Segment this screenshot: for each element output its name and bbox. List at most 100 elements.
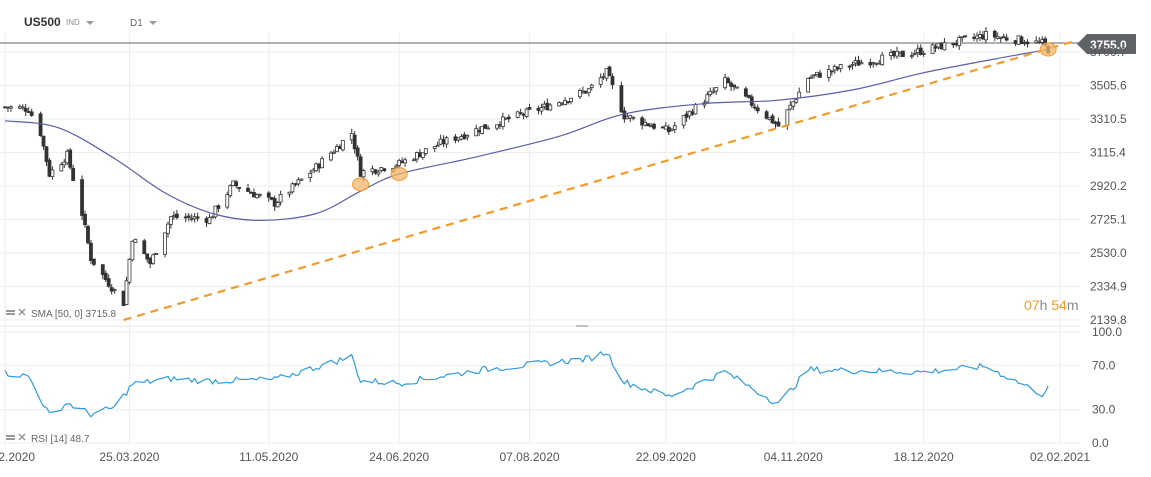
candle-body — [918, 47, 923, 55]
timeframe-label[interactable]: D1 — [130, 18, 143, 29]
candle-body — [335, 145, 339, 153]
candle-body — [832, 66, 837, 71]
date-tick-label: 02.02.2021 — [1030, 450, 1090, 464]
candle-body — [441, 139, 446, 145]
candle-body — [838, 64, 843, 70]
chart-header: US500 IND D1 — [24, 15, 157, 29]
candle-body — [500, 116, 505, 127]
candle-body — [358, 156, 363, 177]
candle-body — [17, 106, 22, 109]
candle-body — [166, 223, 170, 234]
candle-body — [154, 253, 159, 255]
rsi-close-icon[interactable] — [18, 433, 26, 441]
candle-body — [826, 69, 831, 78]
date-tick-label: 11.05.2020 — [239, 450, 298, 464]
sma-close-icon[interactable] — [18, 308, 26, 316]
candle-body — [1040, 39, 1045, 43]
candle-body — [183, 216, 188, 219]
candle-body — [815, 71, 819, 75]
price-tick-label: 2139.8 — [1090, 313, 1127, 327]
candle-body — [228, 185, 233, 197]
candle-body — [835, 66, 840, 70]
candle-body — [960, 36, 965, 39]
svg-text:RSI [14] 48.7: RSI [14] 48.7 — [31, 434, 90, 445]
candle-body — [1016, 35, 1021, 45]
candle-body — [663, 125, 668, 130]
candle-body — [189, 217, 194, 220]
candle-body — [954, 43, 959, 46]
candle-body — [726, 78, 730, 84]
countdown-minutes: 54 — [1051, 297, 1067, 313]
timeframe-chevron-down-icon[interactable] — [149, 21, 157, 25]
candle-body — [542, 103, 547, 108]
candle-body — [812, 74, 816, 77]
market-chevron-down-icon[interactable] — [86, 21, 94, 25]
candle-body — [912, 53, 917, 55]
candle-body — [272, 198, 277, 207]
candle-body — [1022, 42, 1027, 44]
candle-body — [622, 110, 627, 120]
candle-body — [1034, 40, 1039, 44]
candle-body — [207, 216, 212, 224]
candle-body — [23, 108, 28, 112]
highlight-circle — [352, 177, 370, 192]
rsi-menu-icon[interactable] — [6, 435, 15, 440]
candle-body — [172, 215, 176, 218]
sma-legend: SMA [50, 0] 3715.8 — [6, 308, 117, 320]
candle-body — [735, 86, 739, 89]
sma-line — [4, 48, 1049, 222]
rsi-params: [14] — [50, 434, 67, 445]
candle-body — [480, 125, 485, 135]
candle-body — [578, 90, 582, 98]
candle-body — [681, 115, 686, 126]
price-tag-value: 3755.0 — [1090, 38, 1127, 52]
candle-body — [1004, 37, 1009, 41]
candle-body — [640, 117, 645, 126]
candle-body — [453, 136, 458, 141]
candle-body — [874, 62, 879, 65]
candle-body — [127, 258, 132, 283]
candle-body — [660, 126, 665, 129]
candle-body — [68, 149, 73, 168]
rsi-gridlines — [0, 331, 1080, 444]
candle-body — [711, 90, 716, 93]
candle-body — [444, 137, 449, 145]
candle-body — [995, 36, 1000, 39]
sma-menu-icon[interactable] — [6, 310, 15, 315]
candle-body — [625, 116, 630, 120]
candle-body — [785, 109, 790, 126]
candle-body — [1025, 41, 1030, 45]
candle-body — [506, 116, 511, 120]
date-tick-label: 24.06.2020 — [369, 450, 429, 464]
candle-body — [930, 44, 935, 54]
candle-body — [527, 107, 532, 110]
candle-body — [672, 125, 677, 130]
candle-body — [684, 113, 689, 118]
candle-body — [340, 139, 345, 151]
candle-body — [610, 76, 615, 85]
candle-body — [978, 34, 982, 38]
candle-body — [266, 192, 271, 198]
candle-body — [631, 116, 636, 119]
candle-body — [210, 216, 215, 219]
candle-body — [981, 34, 985, 40]
candle-body — [103, 272, 108, 281]
candle-body — [871, 62, 876, 65]
sma-params: [50, 0] — [55, 309, 83, 320]
candle-body — [361, 170, 366, 178]
candle-body — [770, 115, 775, 124]
candle-body — [877, 62, 882, 65]
candle-body — [992, 30, 997, 38]
candle-body — [984, 31, 988, 41]
candle-body — [293, 183, 298, 186]
trendline[interactable] — [123, 40, 1073, 322]
candle-body — [186, 215, 191, 218]
symbol-label[interactable]: US500 — [24, 15, 61, 29]
candle-body — [9, 106, 13, 109]
candle-body — [521, 113, 526, 116]
highlight-circle — [390, 167, 408, 182]
candle-body — [755, 107, 760, 112]
candle-body — [1013, 40, 1018, 44]
